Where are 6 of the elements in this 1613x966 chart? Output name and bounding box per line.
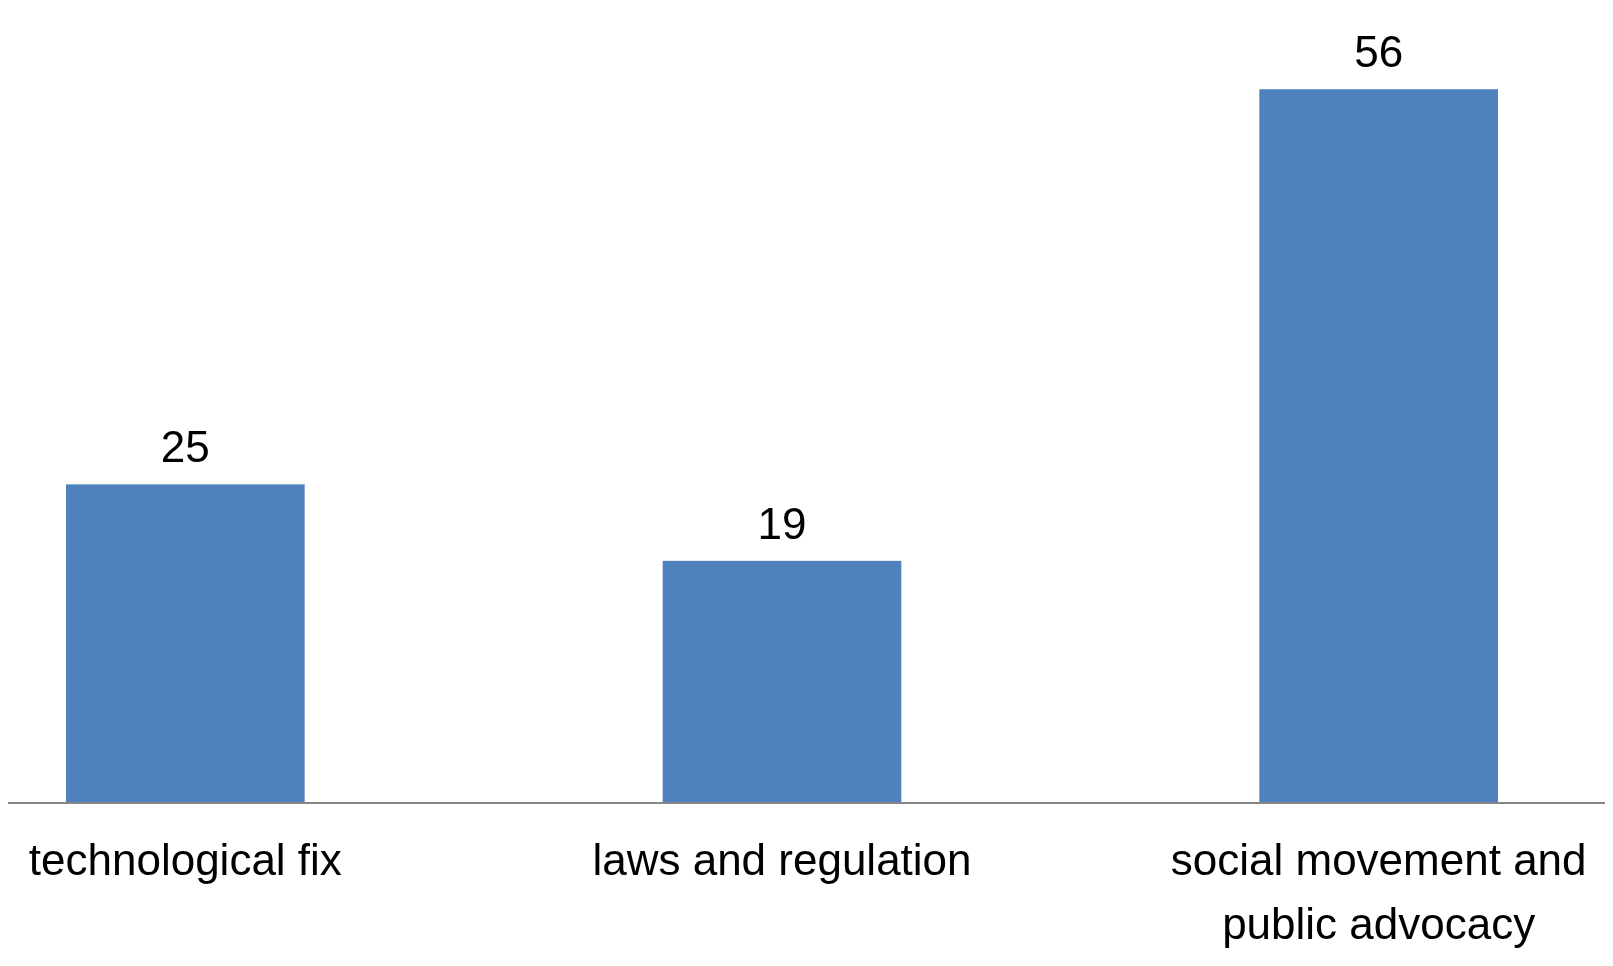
- x-tick-label: social movement and public advocacy: [1170, 835, 1587, 948]
- data-label: 25: [160, 422, 210, 472]
- data-label: 19: [757, 498, 807, 548]
- data-label: 56: [1354, 27, 1404, 77]
- x-tick-label: technological fix: [28, 835, 342, 884]
- x-tick-label: laws and regulation: [592, 835, 972, 884]
